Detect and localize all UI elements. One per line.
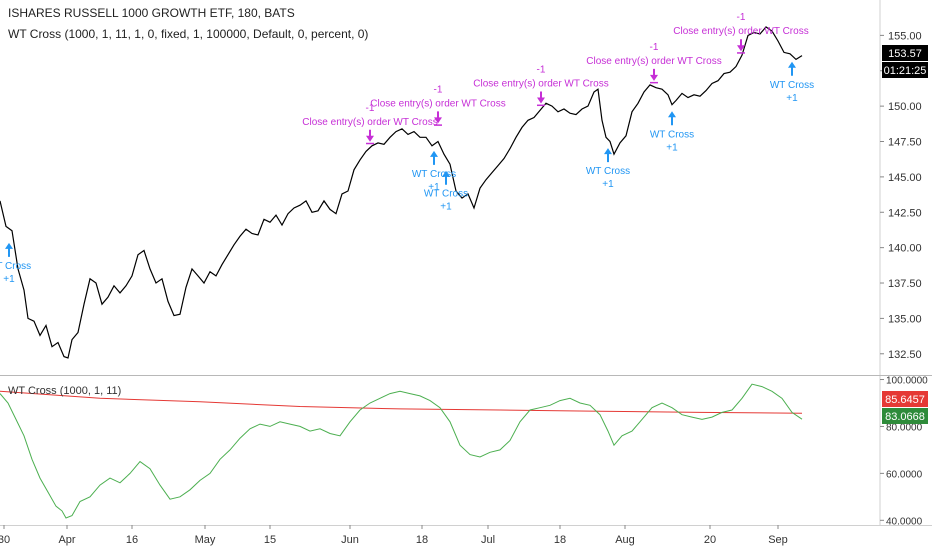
- time-tick-label: Jul: [481, 534, 495, 546]
- down-arrow-icon: [366, 129, 374, 142]
- exit-bar-icon: [434, 124, 442, 126]
- exit-marker[interactable]: Close entry(s) order WT Cross -1: [302, 103, 438, 145]
- price-tick-label: 150.00: [888, 101, 922, 113]
- entry-marker[interactable]: WT Cross +1: [0, 242, 31, 285]
- price-tick-label: 147.50: [888, 137, 922, 149]
- price-tick-label: 140.00: [888, 243, 922, 255]
- entry-qty: +1: [666, 142, 678, 153]
- time-axis-ticks: 30 Apr 16 May 15 Jun 18 Jul 18 Aug 20 Sep: [0, 525, 788, 546]
- entry-marker[interactable]: WT Cross +1: [412, 150, 456, 193]
- oscillator-title[interactable]: WT Cross (1000, 1, 11): [8, 385, 122, 397]
- time-tick-label: 18: [416, 534, 428, 546]
- entry-marker[interactable]: WT Cross +1: [586, 148, 630, 190]
- entry-label: WT Cross: [770, 80, 814, 91]
- entry-marker[interactable]: WT Cross +1: [650, 111, 694, 153]
- time-tick-label: Jun: [341, 534, 359, 546]
- countdown-badge: [882, 62, 928, 78]
- time-tick-label: 30: [0, 534, 10, 546]
- time-tick-label: 20: [704, 534, 716, 546]
- entry-label: WT Cross: [424, 189, 468, 200]
- exit-bar-icon: [650, 81, 658, 84]
- oscillator-tick-label: 40.0000: [886, 516, 923, 527]
- entry-label: WT Cross: [412, 169, 456, 180]
- exit-qty: -1: [737, 12, 746, 23]
- oscillator-green-value: 83.0668: [885, 411, 925, 423]
- exit-marker[interactable]: Close entry(s) order WT Cross -1: [586, 42, 722, 84]
- up-arrow-icon: [442, 170, 450, 185]
- entry-label: WT Cross: [586, 166, 630, 177]
- oscillator-green-line: [0, 383, 803, 519]
- symbol-title[interactable]: ISHARES RUSSELL 1000 GROWTH ETF, 180, BA…: [8, 6, 295, 20]
- entry-qty: +1: [440, 202, 452, 213]
- down-arrow-icon: [650, 68, 658, 81]
- last-price-badge: [882, 45, 928, 61]
- price-axis-area[interactable]: [880, 0, 932, 550]
- exit-label: Close entry(s) order WT Cross: [370, 98, 505, 109]
- price-tick-label: 135.00: [888, 313, 922, 325]
- oscillator-red-line: [0, 390, 803, 414]
- price-line: [0, 26, 803, 359]
- up-arrow-icon: [788, 61, 796, 76]
- last-price-value: 153.57: [888, 48, 922, 60]
- price-tick-label: 142.50: [888, 207, 922, 219]
- down-arrow-icon: [537, 91, 545, 104]
- exit-label: Close entry(s) order WT Cross: [302, 117, 437, 128]
- oscillator-red-value: 85.6457: [885, 394, 925, 406]
- time-tick-label: Apr: [58, 534, 75, 546]
- exit-qty: -1: [366, 103, 375, 114]
- entry-qty: +1: [602, 179, 614, 190]
- time-tick-label: May: [195, 534, 216, 546]
- up-arrow-icon: [668, 111, 676, 126]
- oscillator-tick-label: 60.0000: [886, 469, 923, 480]
- exit-marker[interactable]: Close entry(s) order WT Cross -1: [473, 65, 609, 107]
- price-tick-label: 132.50: [888, 349, 922, 361]
- entry-qty: +1: [3, 274, 15, 285]
- up-arrow-icon: [430, 150, 438, 165]
- exit-qty: -1: [537, 65, 546, 76]
- down-arrow-icon: [434, 111, 442, 124]
- price-tick-label: 137.50: [888, 278, 922, 290]
- oscillator-axis-ticks: 100.0000 80.0000 60.0000 40.0000: [880, 376, 928, 527]
- price-tick-label: 155.00: [888, 30, 922, 42]
- exit-bar-icon: [366, 142, 374, 145]
- exit-label: Close entry(s) order WT Cross: [586, 56, 721, 67]
- oscillator-tick-label: 100.0000: [886, 376, 928, 387]
- entry-qty: +1: [428, 182, 440, 193]
- entry-qty: +1: [786, 93, 798, 104]
- entry-marker[interactable]: WT Cross +1: [770, 61, 814, 104]
- time-tick-label: Aug: [615, 534, 635, 546]
- time-tick-label: Sep: [768, 534, 788, 546]
- entry-label: WT Cross: [650, 129, 694, 140]
- exit-bar-icon: [537, 104, 545, 107]
- entry-marker[interactable]: WT Cross+1: [424, 170, 468, 213]
- exit-qty: -1: [434, 84, 443, 95]
- time-tick-label: 15: [264, 534, 276, 546]
- time-tick-label: 18: [554, 534, 566, 546]
- time-tick-label: 16: [126, 534, 138, 546]
- trade-markers: WT Cross+1WT Cross+1WT Cross+1WT Cross+1…: [0, 12, 814, 285]
- price-tick-label: 145.00: [888, 172, 922, 184]
- strategy-title[interactable]: WT Cross (1000, 1, 11, 1, 0, fixed, 1, 1…: [8, 27, 369, 41]
- oscillator-tick-label: 80.0000: [886, 422, 923, 433]
- exit-qty: -1: [650, 42, 659, 53]
- oscillator-red-badge: [882, 391, 928, 407]
- oscillator-green-badge: [882, 408, 928, 424]
- exit-marker[interactable]: Close entry(s) order WT Cross -1: [673, 12, 809, 54]
- countdown-value: 01:21:25: [884, 65, 927, 77]
- down-arrow-icon: [737, 39, 745, 52]
- entry-label: WT Cross: [0, 261, 31, 272]
- up-arrow-icon: [5, 242, 13, 257]
- exit-bar-icon: [737, 52, 745, 54]
- price-axis-ticks: 155.00152.50150.00147.50145.00142.50140.…: [880, 30, 922, 361]
- exit-marker[interactable]: Close entry(s) order WT Cross -1: [370, 84, 506, 126]
- exit-label: Close entry(s) order WT Cross: [473, 79, 608, 90]
- exit-label: Close entry(s) order WT Cross: [673, 26, 808, 37]
- up-arrow-icon: [604, 148, 612, 163]
